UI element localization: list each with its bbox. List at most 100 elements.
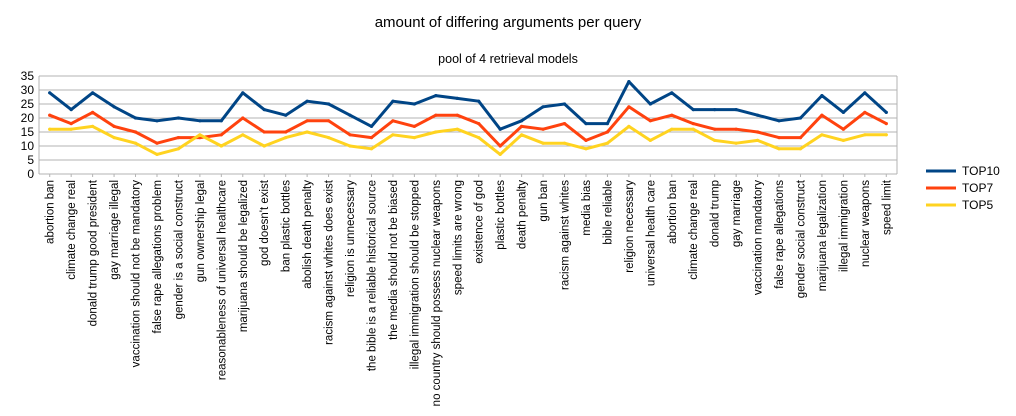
legend-label-top10: TOP10 xyxy=(962,164,1000,178)
data-point-top10 xyxy=(455,96,459,100)
x-tick-label: death penalty xyxy=(517,180,529,249)
data-point-top7 xyxy=(863,110,867,114)
x-tick-label: religion necessary xyxy=(624,180,636,273)
data-point-top5 xyxy=(198,133,202,137)
data-point-top10 xyxy=(863,91,867,95)
data-point-top5 xyxy=(91,124,95,128)
x-tick-label: religion is unnecessary xyxy=(345,180,357,297)
legend-label-top5: TOP5 xyxy=(962,198,993,212)
data-point-top7 xyxy=(777,136,781,140)
data-point-top7 xyxy=(627,105,631,109)
data-point-top5 xyxy=(777,147,781,151)
data-point-top7 xyxy=(691,122,695,126)
data-point-top7 xyxy=(734,127,738,131)
data-point-top10 xyxy=(69,108,73,112)
data-point-top10 xyxy=(541,105,545,109)
x-tick-label: nuclear weapons xyxy=(860,180,872,267)
x-tick-label: climate change real xyxy=(688,180,700,280)
data-point-top10 xyxy=(241,91,245,95)
data-point-top7 xyxy=(305,119,309,123)
data-point-top7 xyxy=(520,124,524,128)
data-point-top7 xyxy=(562,122,567,126)
data-point-top7 xyxy=(348,133,352,137)
data-point-top5 xyxy=(326,136,331,140)
data-point-top10 xyxy=(627,80,631,84)
data-point-top5 xyxy=(627,124,631,128)
data-point-top7 xyxy=(820,113,824,117)
data-point-top5 xyxy=(584,147,588,151)
data-point-top10 xyxy=(284,113,288,117)
data-point-top10 xyxy=(562,102,567,106)
data-point-top5 xyxy=(755,138,760,142)
data-point-top5 xyxy=(713,138,717,142)
data-point-top5 xyxy=(841,138,845,142)
x-tick-label: no country should possess nuclear weapon… xyxy=(431,180,443,407)
legend: TOP10 TOP7 TOP5 xyxy=(926,164,1000,212)
data-point-top10 xyxy=(670,91,674,95)
data-point-top5 xyxy=(498,152,502,156)
data-point-top10 xyxy=(605,122,610,126)
data-point-top10 xyxy=(48,91,52,95)
data-point-top10 xyxy=(734,108,738,112)
series-line-top7 xyxy=(48,105,888,148)
data-point-top7 xyxy=(369,136,374,140)
data-point-top5 xyxy=(219,144,223,148)
data-point-top5 xyxy=(69,127,73,131)
x-tick-label: speed limit xyxy=(881,179,893,235)
data-point-top5 xyxy=(455,127,459,131)
data-point-top5 xyxy=(348,144,352,148)
data-point-top5 xyxy=(155,152,159,156)
data-point-top7 xyxy=(219,133,223,137)
x-tick-label: gender is a social construct xyxy=(173,179,185,319)
data-point-top5 xyxy=(369,147,374,151)
data-point-top7 xyxy=(498,144,502,148)
x-tick-label: speed limits are wrong xyxy=(452,180,464,295)
x-tick-label: racism against whites does exist xyxy=(324,179,336,345)
data-point-top10 xyxy=(112,105,116,109)
x-tick-label: false rape allegations problem xyxy=(152,180,164,333)
data-point-top10 xyxy=(412,102,416,106)
y-tick-label: 5 xyxy=(27,153,34,167)
x-tick-label: vaccination mandatory xyxy=(753,180,765,295)
data-point-top5 xyxy=(562,141,567,145)
data-point-top7 xyxy=(91,110,95,114)
data-point-top5 xyxy=(884,133,888,137)
data-point-top10 xyxy=(477,99,481,103)
data-point-top7 xyxy=(262,130,266,134)
data-point-top10 xyxy=(798,116,803,120)
data-point-top7 xyxy=(648,119,652,123)
x-tick-label: racism against whites xyxy=(560,180,572,290)
x-tick-label: bible reliable xyxy=(602,180,614,245)
data-point-top5 xyxy=(798,147,803,151)
data-point-top5 xyxy=(112,136,116,140)
chart-subtitle: pool of 4 retrieval models xyxy=(438,52,578,66)
data-point-top5 xyxy=(734,141,738,145)
data-point-top7 xyxy=(176,136,181,140)
data-point-top10 xyxy=(755,113,760,117)
x-tick-label: climate change real xyxy=(66,180,78,280)
data-point-top10 xyxy=(176,116,181,120)
data-point-top7 xyxy=(69,122,73,126)
data-point-top7 xyxy=(391,119,395,123)
data-point-top7 xyxy=(455,113,459,117)
data-point-top7 xyxy=(241,116,245,120)
y-tick-label: 10 xyxy=(21,139,35,153)
data-point-top5 xyxy=(262,144,266,148)
data-point-top5 xyxy=(241,133,245,137)
x-tick-label: gay marriage illegal xyxy=(109,180,121,280)
data-point-top7 xyxy=(755,130,760,134)
data-point-top5 xyxy=(412,136,416,140)
x-tick-label: the media should not be biased xyxy=(388,180,400,340)
data-point-top10 xyxy=(520,119,524,123)
data-point-top10 xyxy=(305,99,309,103)
x-tick-label: gender social construct xyxy=(795,179,807,298)
data-point-top7 xyxy=(326,119,331,123)
data-point-top5 xyxy=(176,147,181,151)
data-point-top7 xyxy=(284,130,288,134)
data-point-top10 xyxy=(198,119,202,123)
y-tick-label: 25 xyxy=(21,97,35,111)
data-point-top7 xyxy=(670,113,674,117)
x-tick-label: marijuana legalization xyxy=(817,180,829,291)
